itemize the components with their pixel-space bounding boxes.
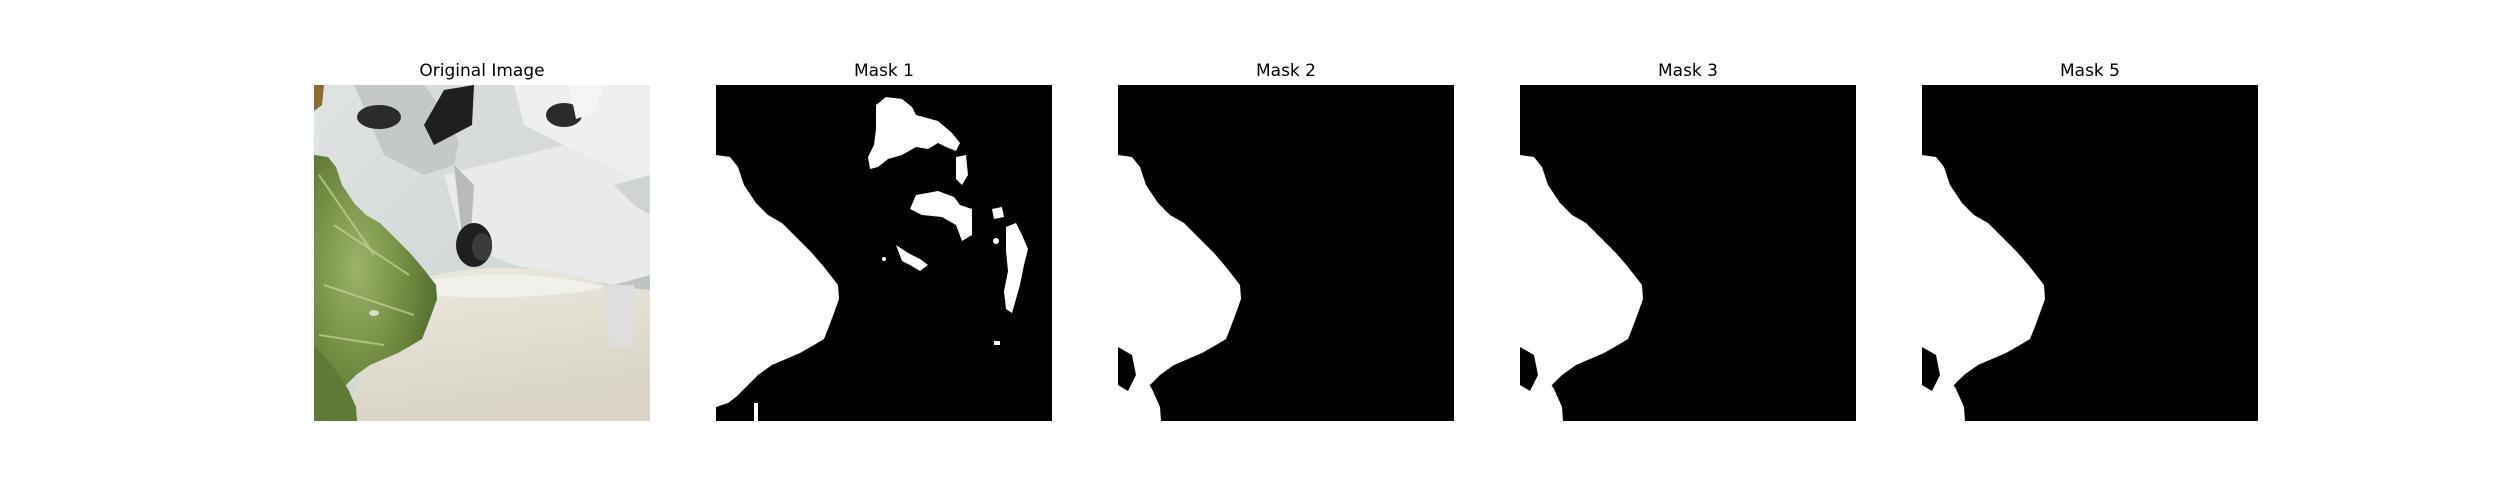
mask-5-image — [1922, 85, 2258, 421]
panel-title: Mask 2 — [1255, 61, 1316, 81]
panel-title: Mask 5 — [2059, 61, 2120, 81]
mask-1-graphic — [716, 85, 1052, 421]
mask-2-image — [1118, 85, 1454, 421]
panel-title: Mask 1 — [853, 61, 914, 81]
original-photo — [314, 85, 650, 421]
panel-title: Mask 3 — [1657, 61, 1718, 81]
panel-title: Original Image — [419, 61, 545, 81]
panel-original-image: Original Image — [314, 0, 650, 500]
panel-mask-5: Mask 5 — [1922, 0, 2258, 500]
panel-mask-1: Mask 1 — [716, 0, 1052, 500]
panel-mask-3: Mask 3 — [1520, 0, 1856, 500]
mask-3-graphic — [1520, 85, 1856, 421]
mask-3-image — [1520, 85, 1856, 421]
mask-2-graphic — [1118, 85, 1454, 421]
mask-1-image — [716, 85, 1052, 421]
mask-5-graphic — [1922, 85, 2258, 421]
panel-mask-2: Mask 2 — [1118, 0, 1454, 500]
original-photo-graphic — [314, 85, 650, 421]
